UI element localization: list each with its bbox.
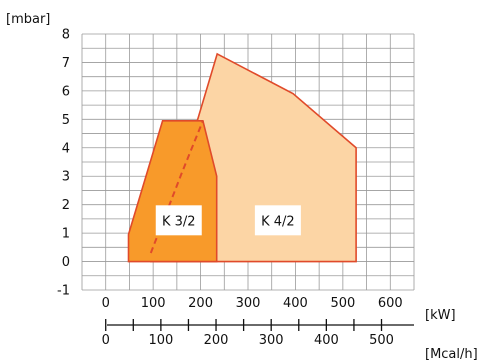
mcal-axis-unit-label: [Mcal/h]	[425, 347, 477, 360]
range-label-box	[254, 205, 301, 236]
kw-tick-label: 200	[188, 296, 213, 311]
y-tick-label: 2	[62, 198, 70, 213]
kw-tick-label: 100	[141, 296, 166, 311]
y-tick-label: 6	[62, 84, 70, 99]
mcal-tick-label: 300	[259, 333, 284, 348]
mcal-tick-label: 500	[369, 333, 394, 348]
kw-tick-label: 500	[330, 296, 355, 311]
area-k-3-2	[127, 120, 218, 263]
kw-axis-unit-label: [kW]	[425, 308, 456, 323]
y-tick-label: -1	[57, 284, 70, 299]
range-label: K 3/2	[162, 214, 196, 229]
kw-tick-label: 600	[378, 296, 403, 311]
axes: 8 7 6 5 4 3 2 1 0 -1 0 100 200 300 400 500 600 0 100 200 300…	[57, 28, 414, 348]
kw-tick-label: 0	[102, 296, 110, 311]
y-tick-label: 7	[62, 56, 70, 71]
y-tick-label: 8	[62, 28, 70, 43]
y-tick-label: 4	[62, 141, 70, 156]
range-labels: K 3/2 K 4/2	[155, 205, 301, 236]
range-label: K 4/2	[261, 214, 295, 229]
y-tick-label: 1	[62, 227, 70, 242]
mcal-tick-label: 200	[204, 333, 229, 348]
mcal-tick-label: 400	[314, 333, 339, 348]
y-tick-label: 5	[62, 113, 70, 128]
y-axis-unit-label: [mbar]	[6, 12, 50, 27]
y-tick-label: 3	[62, 170, 70, 185]
y-tick-label: 0	[62, 255, 70, 270]
mcal-tick-label: 0	[102, 333, 110, 348]
dashed-boundary-line	[149, 120, 204, 254]
mcal-tick-label: 100	[148, 333, 173, 348]
range-label-box	[155, 205, 202, 236]
kw-tick-label: 400	[283, 296, 308, 311]
kw-tick-label: 300	[236, 296, 261, 311]
